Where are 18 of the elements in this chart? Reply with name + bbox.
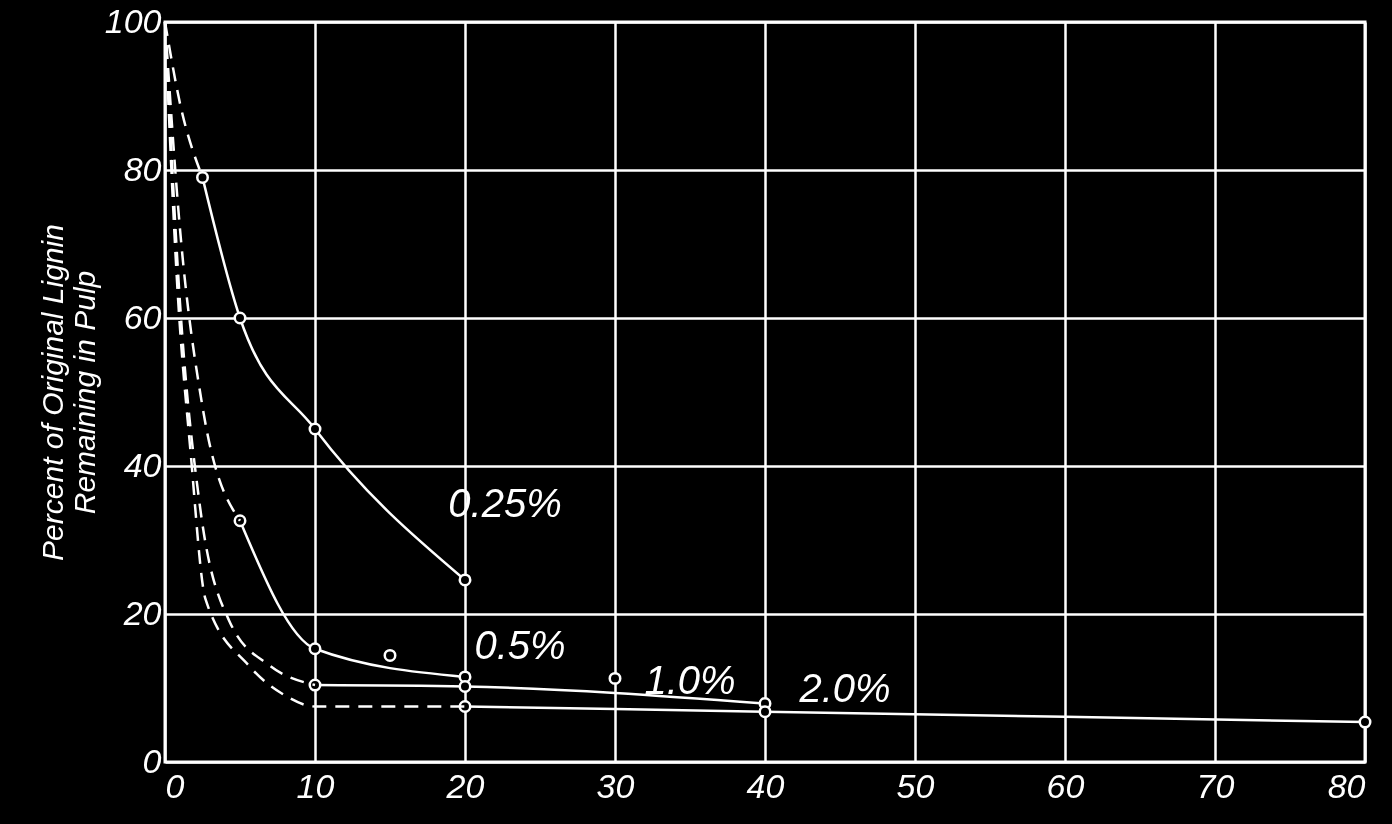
x-tick-label: 30 [596,766,635,805]
y-tick-label: 20 [122,593,162,632]
x-tick-label: 70 [1196,766,1235,805]
series-label: 0.5% [474,622,566,667]
y-tick-label: 0 [142,741,162,780]
x-tick-label: 20 [445,766,485,805]
x-tick-label: 50 [896,766,935,805]
y-tick-label: 60 [123,297,162,336]
y-tick-label: 80 [123,149,162,188]
x-tick-label: 40 [746,766,785,805]
y-tick-label: 100 [104,1,162,40]
x-tick-label: 80 [1327,766,1366,805]
y-axis-title: Percent of Original Lignin Remaining in Pulp [35,224,101,561]
y-tick-label: 40 [123,445,162,484]
series-label: 2.0% [798,665,891,710]
series-label: 1.0% [644,657,736,702]
x-tick-label: 60 [1046,766,1085,805]
x-tick-label: 10 [296,766,335,805]
